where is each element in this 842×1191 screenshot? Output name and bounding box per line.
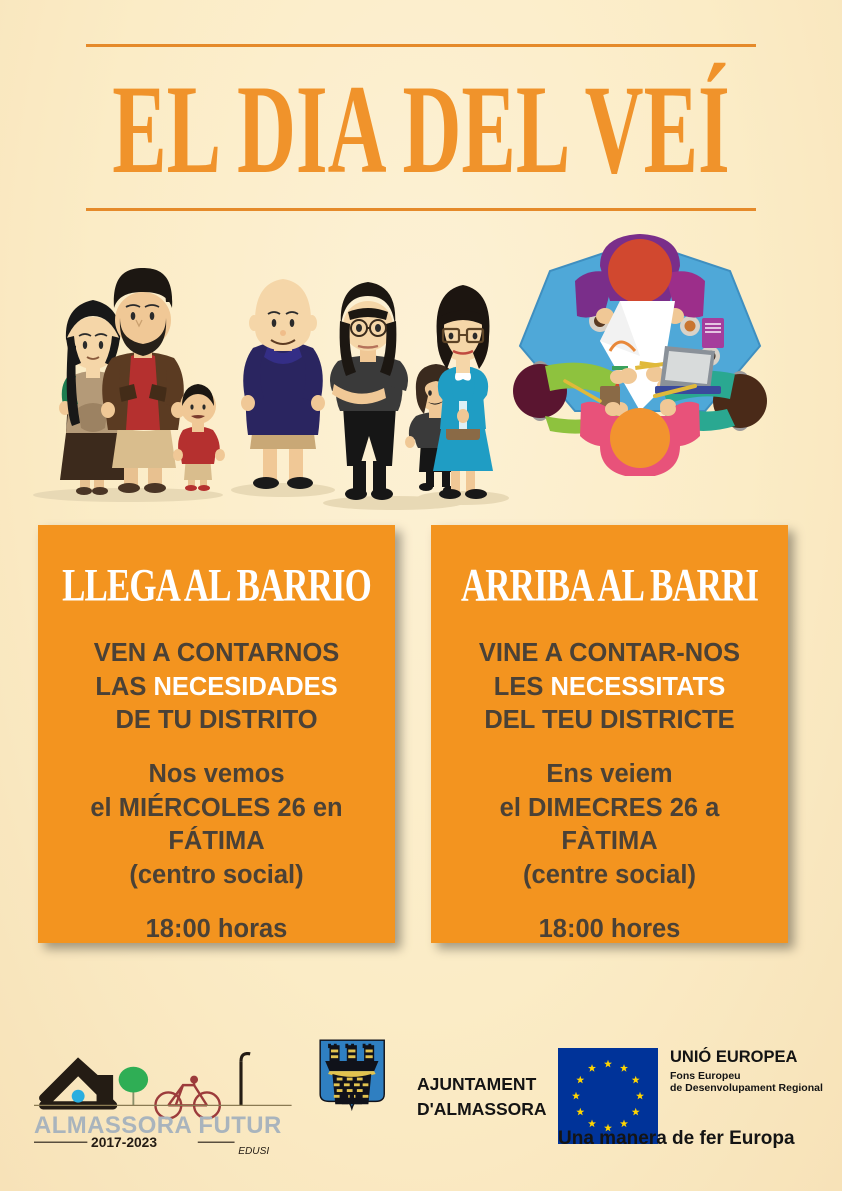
- svg-text:ALMASSORA FUTUR: ALMASSORA FUTUR: [34, 1112, 282, 1139]
- svg-text:2017-2023: 2017-2023: [91, 1135, 157, 1150]
- svg-text:EDUSI: EDUSI: [238, 1146, 269, 1157]
